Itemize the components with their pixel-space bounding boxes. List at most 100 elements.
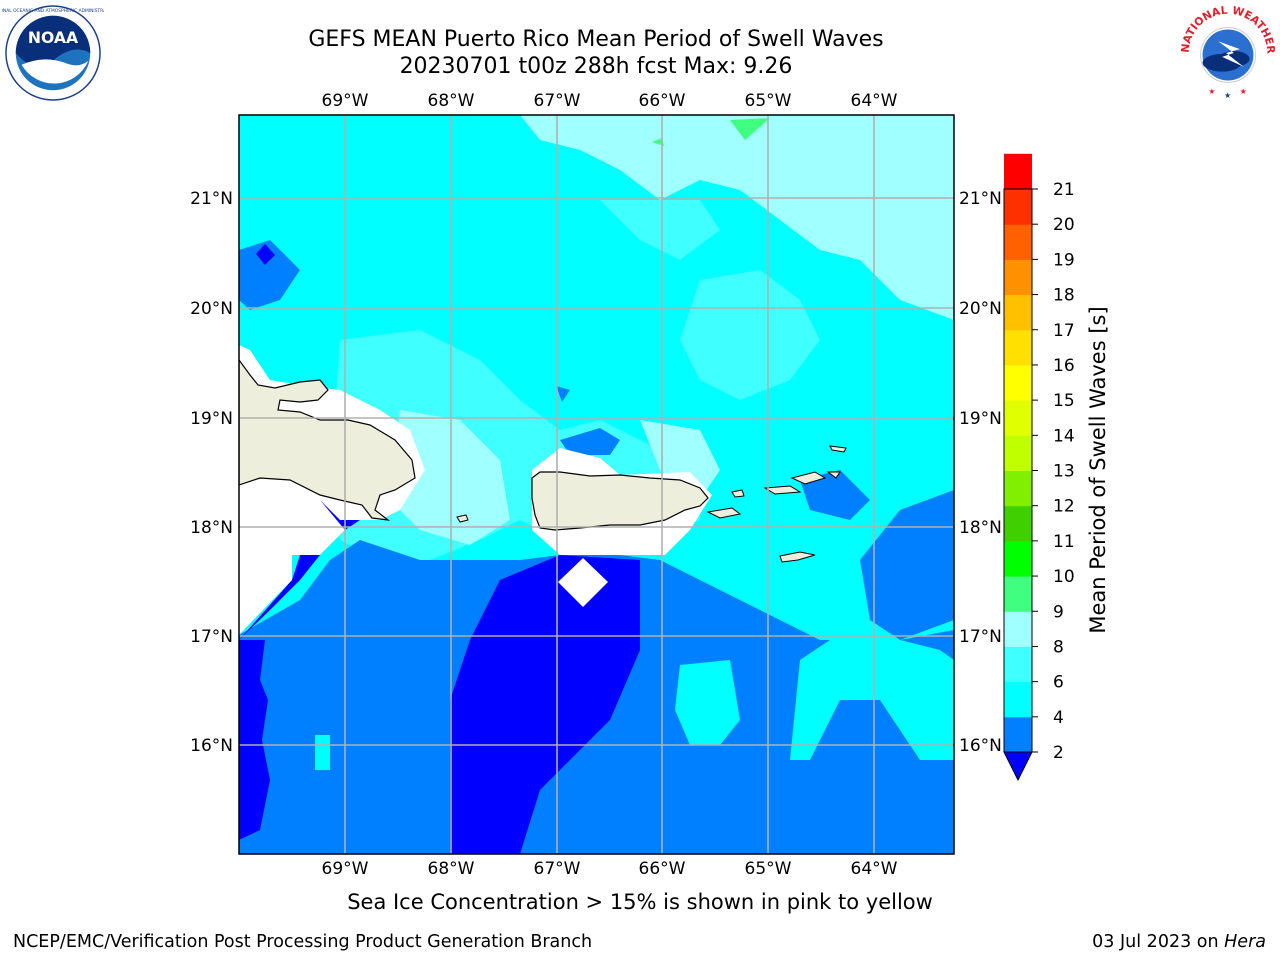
field-2-4-trough [450, 555, 640, 854]
field-9-10-patch [730, 118, 770, 140]
lon-label-bottom-4: 66°W [639, 859, 686, 879]
lon-label-bottom-2: 68°W [428, 859, 475, 879]
colorbar-segments [1004, 153, 1032, 753]
lon-label-top-6: 64°W [851, 91, 898, 111]
colorbar-tick-label: 9 [1053, 602, 1064, 622]
lon-label-top-5: 65°W [745, 91, 792, 111]
svg-text:★: ★ [1224, 91, 1231, 100]
colorbar-tick-label: 8 [1053, 637, 1064, 657]
svg-text:NATIONAL OCEANIC AND ATMOSPHER: NATIONAL OCEANIC AND ATMOSPHERIC ADMINIS… [2, 8, 104, 14]
colorbar-segment [1004, 329, 1032, 366]
colorbar-segment [1004, 435, 1032, 471]
colorbar-segment [1004, 540, 1032, 577]
field-2-4-west-edge [239, 640, 270, 840]
colorbar: 21 20 19 18 17 16 15 14 13 12 11 10 9 8 6 4 2 Mean Perio… [1003, 153, 1110, 782]
colorbar-tick-label: 15 [1053, 391, 1075, 411]
colorbar-segment [1004, 294, 1032, 331]
lat-label-right-5: 17°N [959, 627, 1002, 647]
lon-label-bottom-3: 67°W [534, 859, 581, 879]
land-culebra [731, 489, 745, 498]
lon-label-top-2: 68°W [428, 91, 475, 111]
lon-label-top-1: 69°W [322, 91, 369, 111]
field-6-8-south-a [675, 660, 740, 745]
colorbar-segment [1004, 611, 1032, 647]
colorbar-segment [1004, 364, 1032, 401]
lon-label-bottom-6: 64°W [851, 859, 898, 879]
field-4-6-vi [800, 470, 870, 520]
colorbar-tick-label: 16 [1053, 356, 1075, 376]
footer-date-text: 03 Jul 2023 on [1092, 932, 1225, 952]
map-gridlines [239, 115, 954, 854]
field-4-6-northwest [239, 240, 300, 310]
colorbar-tick-label: 4 [1053, 708, 1064, 728]
lon-label-bottom-1: 69°W [322, 859, 369, 879]
colorbar-segment [1004, 505, 1032, 542]
noaa-logo-text: NOAA [28, 28, 79, 47]
colorbar-tick-label: 14 [1053, 426, 1075, 446]
lon-label-top-3: 67°W [534, 91, 581, 111]
land-st-croix [779, 551, 816, 563]
lon-labels-top: 69°W 68°W 67°W 66°W 65°W 64°W [322, 91, 898, 111]
land-puerto-rico [531, 471, 709, 531]
footer-credit: NCEP/EMC/Verification Post Processing Pr… [13, 932, 593, 952]
lat-label-right-6: 16°N [959, 736, 1002, 756]
svg-text:★: ★ [1240, 87, 1247, 96]
lon-labels-bottom: 69°W 68°W 67°W 66°W 65°W 64°W [322, 859, 898, 879]
field-8-9-east-pr [640, 420, 720, 500]
colorbar-tick-label: 11 [1053, 532, 1075, 552]
colorbar-segment [1004, 646, 1032, 683]
field-7-8-patch-a [680, 270, 820, 400]
colorbar-segment [1004, 189, 1032, 225]
lat-label-left-6: 16°N [190, 736, 233, 756]
chart-subtitle: 20230701 t00z 288h fcst Max: 9.26 [399, 54, 793, 79]
field-2-4-northwest-dot [256, 244, 275, 265]
lat-label-left-2: 20°N [190, 299, 233, 319]
swell-period-field [239, 115, 954, 854]
colorbar-segment [1004, 153, 1032, 190]
lat-label-right-2: 20°N [959, 299, 1002, 319]
field-no-data-diamond [558, 558, 608, 607]
lat-label-left-3: 19°N [190, 409, 233, 429]
colorbar-segment [1004, 470, 1032, 507]
field-7-8-north-patch [600, 200, 720, 260]
lat-labels-left: 21°N 20°N 19°N 18°N 17°N 16°N [190, 189, 233, 756]
nws-logo: NATIONAL WEATHER SERVICE ★ ★ ★ [1178, 4, 1277, 100]
colorbar-segment [1004, 576, 1032, 612]
colorbar-tick-label: 2 [1053, 743, 1064, 763]
colorbar-tick-label: 21 [1053, 180, 1075, 200]
field-8-9-north [520, 115, 954, 320]
field-6-8-south-c [315, 735, 330, 770]
field-4-6-north-pr [560, 428, 620, 455]
colorbar-tick-label: 10 [1053, 567, 1075, 587]
colorbar-tick-label: 6 [1053, 673, 1064, 693]
svg-text:★: ★ [1208, 87, 1215, 96]
colorbar-tick-label: 17 [1053, 321, 1075, 341]
lat-labels-right: 21°N 20°N 19°N 18°N 17°N 16°N [959, 189, 1002, 756]
colorbar-segment [1004, 400, 1032, 436]
colorbar-ticks: 21 20 19 18 17 16 15 14 13 12 11 10 9 8 6 4 2 [1032, 180, 1075, 763]
land-mona [456, 514, 469, 523]
lat-label-right-3: 19°N [959, 409, 1002, 429]
footer-host: Hera [1224, 932, 1266, 952]
field-8-9-central [390, 410, 510, 545]
land-vieques [706, 507, 742, 519]
colorbar-tick-label: 13 [1053, 462, 1075, 482]
lat-label-left-5: 17°N [190, 627, 233, 647]
field-9-10-dot [652, 138, 664, 146]
noaa-logo: NOAA NATIONAL OCEANIC AND ATMOSPHERIC AD… [2, 5, 104, 101]
lat-label-left-4: 18°N [190, 518, 233, 538]
colorbar-tick-label: 12 [1053, 497, 1075, 517]
colorbar-segment [1004, 259, 1032, 296]
chart-title: GEFS MEAN Puerto Rico Mean Period of Swe… [308, 27, 884, 52]
land-tortola [790, 471, 827, 485]
field-6-8-south-b [790, 620, 954, 760]
colorbar-tick-label: 19 [1053, 250, 1075, 270]
sea-ice-note: Sea Ice Concentration > 15% is shown in … [347, 890, 933, 914]
lat-label-right-4: 18°N [959, 518, 1002, 538]
land-hispaniola [239, 358, 416, 521]
footer-date: 03 Jul 2023 on Hera [1092, 932, 1266, 952]
colorbar-segment [1004, 716, 1032, 753]
lat-label-right-1: 21°N [959, 189, 1002, 209]
land-st-thomas [763, 485, 802, 495]
